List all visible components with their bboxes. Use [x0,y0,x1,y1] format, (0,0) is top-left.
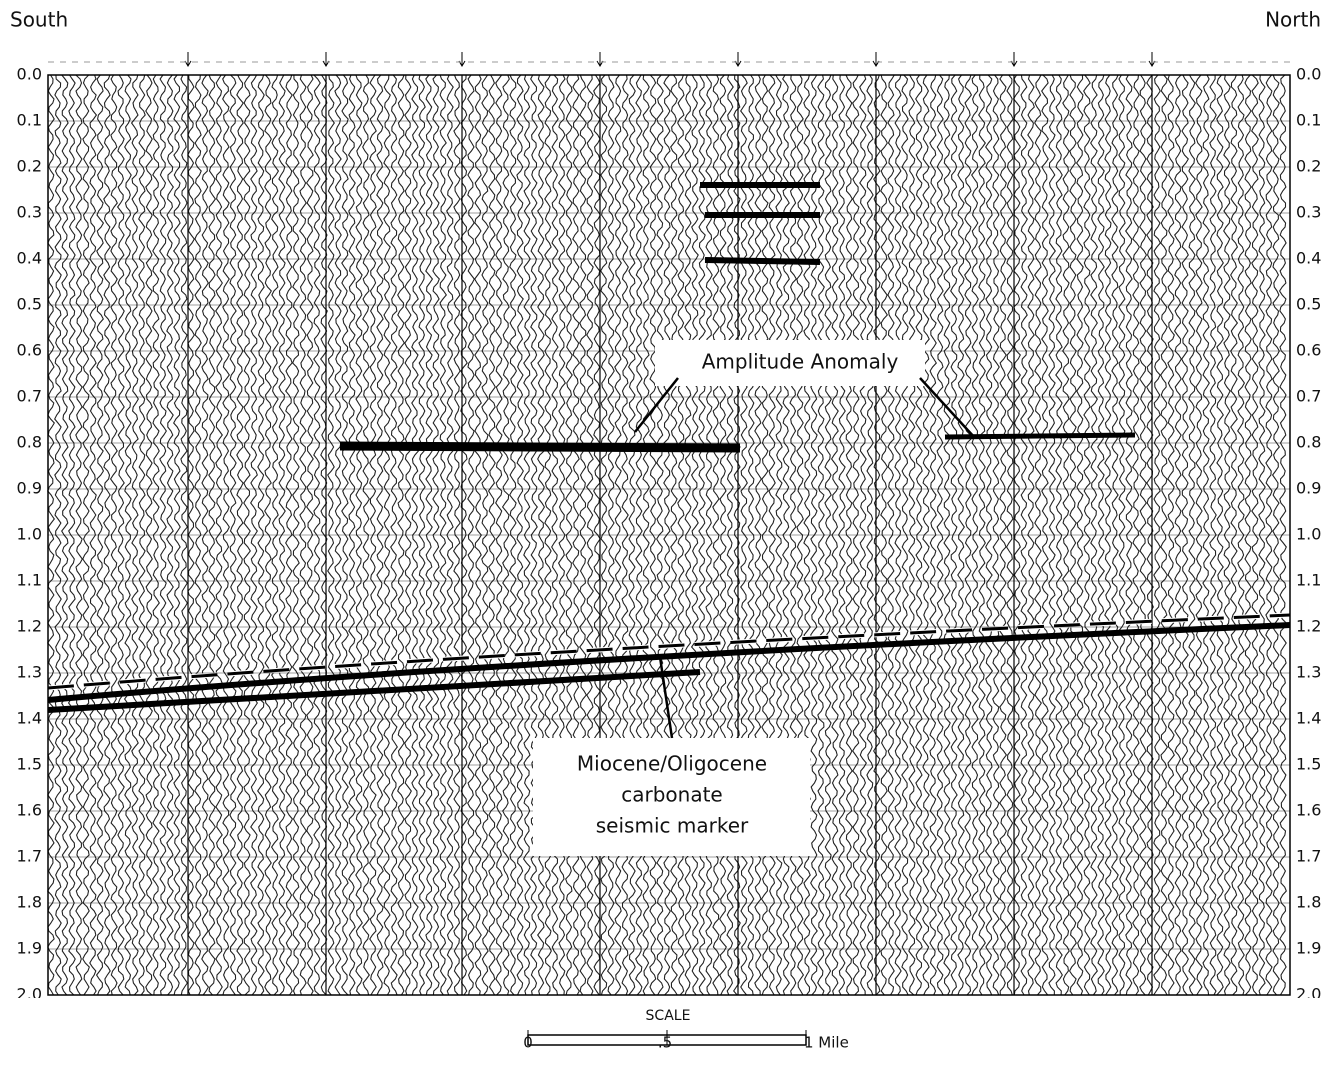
y-tick-label: 0.3 [17,203,42,222]
reflector [700,182,821,265]
y-tick-label: 0.7 [17,387,42,406]
y-tick-label: 0.3 [1296,203,1321,222]
shotpoint-arrow [458,52,466,67]
scale-title: SCALE [646,1008,691,1024]
annotation: Miocene/Oligocene [577,752,767,776]
y-tick-label: 1.9 [17,939,42,958]
direction-label: South [10,8,68,32]
y-tick-label: 0.1 [17,111,42,130]
y-tick-label: 0.0 [1296,65,1321,84]
reflector [339,441,741,453]
y-tick-label: 1.5 [1296,755,1321,774]
y-tick-label: 0.1 [1296,111,1321,130]
y-tick-label: 0.9 [17,479,42,498]
y-tick-label: 0.5 [17,295,42,314]
y-tick-label: 1.1 [1296,571,1321,590]
annotation: Amplitude Anomaly [702,350,899,374]
y-tick-label: 1.2 [17,617,42,636]
y-tick-label: 1.0 [17,525,42,544]
reflector [47,669,701,713]
shotpoint-arrow [1010,52,1018,67]
annotation: seismic marker [596,814,749,838]
y-tick-label: 1.6 [1296,801,1321,820]
reflector [944,432,1136,440]
shotpoint-arrow [322,52,330,67]
annotation-box [533,738,810,856]
shotpoint-arrow [872,52,880,67]
y-tick-label: 1.2 [1296,617,1321,636]
scale-label: 1 Mile [804,1034,849,1052]
y-tick-label: 0.8 [17,433,42,452]
y-tick-label: 1.7 [17,847,42,866]
y-tick-label: 1.0 [1296,525,1321,544]
scale-label: .5 [658,1034,672,1052]
arrow [634,377,976,439]
shotpoint-arrow [1148,52,1156,67]
shotpoint-arrow [734,52,742,67]
y-tick-label: 1.3 [17,663,42,682]
y-tick-label: 0.8 [1296,433,1321,452]
y-tick-label: 1.9 [1296,939,1321,958]
y-tick-label: 0.9 [1296,479,1321,498]
y-tick-label: 0.4 [1296,249,1321,268]
y-tick-label: 1.8 [17,893,42,912]
y-tick-label: 1.5 [17,755,42,774]
y-tick-label: 1.3 [1296,663,1321,682]
y-tick-label: 1.7 [1296,847,1321,866]
y-tick-label: 1.8 [1296,893,1321,912]
y-tick-label: 1.4 [17,709,42,728]
y-tick-label: 0.5 [1296,295,1321,314]
direction-label: North [1265,8,1321,32]
y-tick-label: 0.6 [1296,341,1321,360]
reflector [47,622,1291,703]
y-tick-label: 0.4 [17,249,42,268]
arrow [658,656,674,739]
y-tick-label: 0.0 [17,65,42,84]
annotation-box [655,340,925,386]
y-tick-label: 1.1 [17,571,42,590]
y-tick-label: 0.6 [17,341,42,360]
scale-label: 0 [523,1034,533,1052]
shotpoint-arrow [184,52,192,67]
plot-frame [47,74,1291,996]
annotation: carbonate [621,783,722,807]
marker-line [47,613,1291,690]
y-tick-label: 0.7 [1296,387,1321,406]
y-tick-label: 0.2 [17,157,42,176]
y-tick-label: 1.6 [17,801,42,820]
shotpoint-arrow [596,52,604,67]
y-tick-label: 0.2 [1296,157,1321,176]
y-tick-label: 1.4 [1296,709,1321,728]
